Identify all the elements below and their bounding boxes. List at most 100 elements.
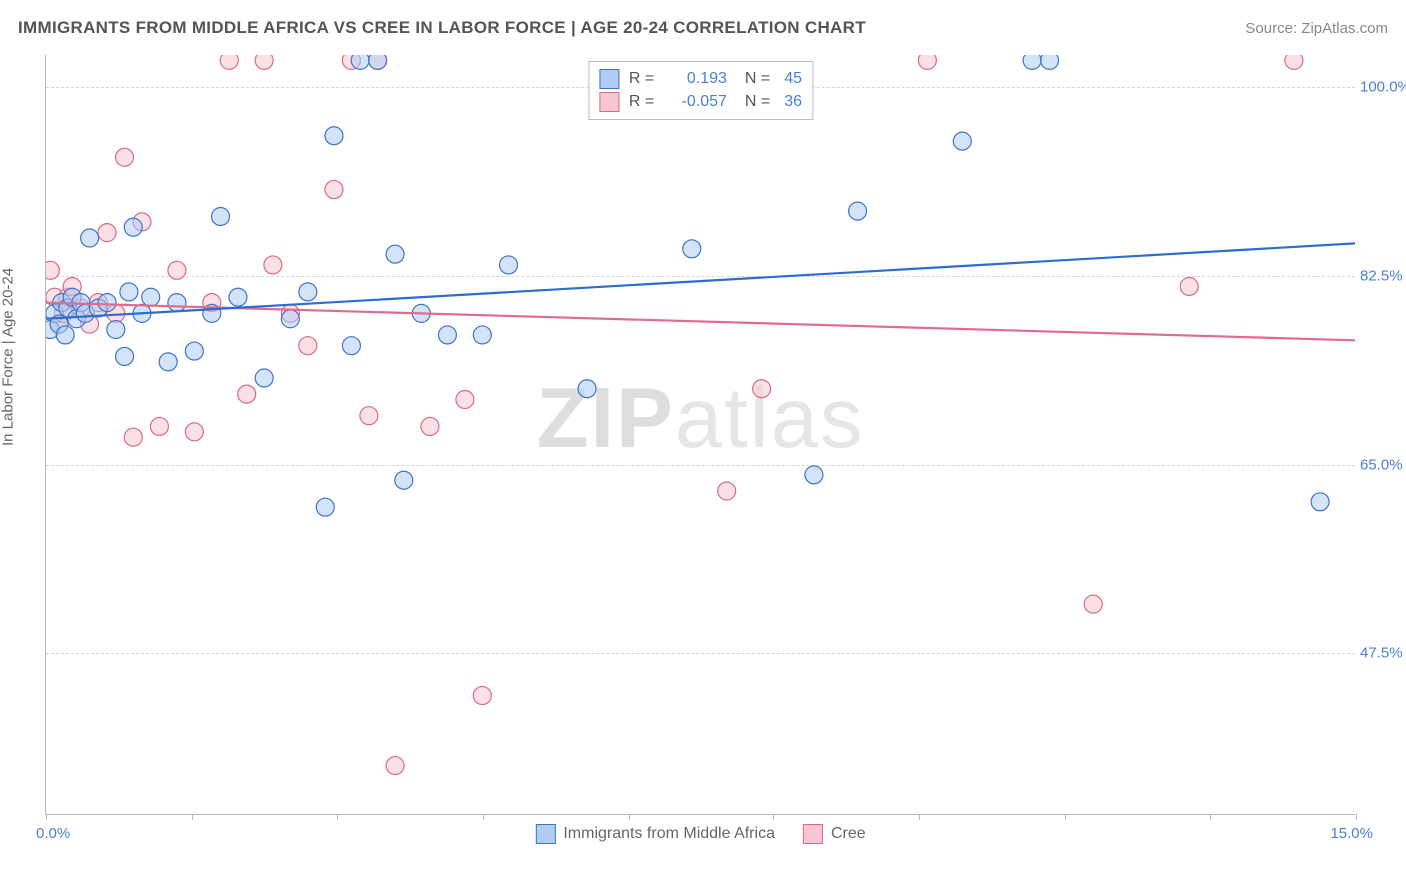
legend-row-blue: R = 0.193 N = 45 bbox=[599, 69, 802, 89]
x-tick-mark bbox=[337, 814, 338, 820]
data-point bbox=[229, 288, 247, 306]
chart-plot-area: ZIPatlas R = 0.193 N = 45 R = -0.057 N =… bbox=[45, 55, 1355, 815]
y-axis-label: In Labor Force | Age 20-24 bbox=[0, 268, 17, 446]
data-point bbox=[683, 240, 701, 258]
data-point bbox=[299, 337, 317, 355]
data-point bbox=[1023, 55, 1041, 69]
data-point bbox=[168, 294, 186, 312]
header: IMMIGRANTS FROM MIDDLE AFRICA VS CREE IN… bbox=[18, 18, 1388, 38]
source-link[interactable]: ZipAtlas.com bbox=[1301, 20, 1388, 37]
regression-line bbox=[46, 243, 1355, 318]
swatch-blue-icon bbox=[599, 69, 619, 89]
data-point bbox=[342, 337, 360, 355]
data-point bbox=[578, 380, 596, 398]
x-tick-mark bbox=[1065, 814, 1066, 820]
x-tick-mark bbox=[192, 814, 193, 820]
source-prefix: Source: bbox=[1245, 20, 1301, 37]
data-point bbox=[1285, 55, 1303, 69]
data-point bbox=[142, 288, 160, 306]
data-point bbox=[185, 342, 203, 360]
data-point bbox=[120, 283, 138, 301]
x-tick-mark bbox=[919, 814, 920, 820]
legend-item-pink: Cree bbox=[803, 824, 866, 844]
data-point bbox=[98, 224, 116, 242]
data-point bbox=[56, 326, 74, 344]
y-tick-label: 82.5% bbox=[1360, 267, 1406, 284]
data-point bbox=[1180, 277, 1198, 295]
correlation-legend: R = 0.193 N = 45 R = -0.057 N = 36 bbox=[588, 61, 813, 120]
x-tick-mark bbox=[483, 814, 484, 820]
data-point bbox=[46, 261, 59, 279]
data-point bbox=[81, 229, 99, 247]
source-attribution: Source: ZipAtlas.com bbox=[1245, 20, 1388, 37]
data-point bbox=[212, 208, 230, 226]
r-label: R = bbox=[629, 93, 657, 111]
swatch-blue-icon bbox=[535, 824, 555, 844]
x-tick-mark bbox=[1356, 814, 1357, 820]
data-point bbox=[220, 55, 238, 69]
scatter-svg bbox=[46, 55, 1355, 814]
x-tick-mark bbox=[1210, 814, 1211, 820]
n-value-pink: 36 bbox=[784, 93, 802, 111]
data-point bbox=[473, 687, 491, 705]
data-point bbox=[238, 385, 256, 403]
data-point bbox=[124, 428, 142, 446]
data-point bbox=[386, 245, 404, 263]
y-tick-label: 100.0% bbox=[1360, 79, 1406, 96]
chart-title: IMMIGRANTS FROM MIDDLE AFRICA VS CREE IN… bbox=[18, 18, 866, 38]
data-point bbox=[325, 127, 343, 145]
r-value-blue: 0.193 bbox=[667, 70, 727, 88]
data-point bbox=[369, 55, 387, 69]
data-point bbox=[456, 391, 474, 409]
y-tick-label: 47.5% bbox=[1360, 645, 1406, 662]
data-point bbox=[185, 423, 203, 441]
data-point bbox=[325, 181, 343, 199]
data-point bbox=[395, 471, 413, 489]
data-point bbox=[1084, 595, 1102, 613]
n-value-blue: 45 bbox=[784, 70, 802, 88]
data-point bbox=[255, 55, 273, 69]
data-point bbox=[168, 261, 186, 279]
legend-item-blue: Immigrants from Middle Africa bbox=[535, 824, 775, 844]
data-point bbox=[918, 55, 936, 69]
data-point bbox=[98, 294, 116, 312]
data-point bbox=[281, 310, 299, 328]
swatch-pink-icon bbox=[803, 824, 823, 844]
x-tick-mark bbox=[46, 814, 47, 820]
data-point bbox=[718, 482, 736, 500]
data-point bbox=[1311, 493, 1329, 511]
data-point bbox=[150, 417, 168, 435]
y-tick-label: 65.0% bbox=[1360, 456, 1406, 473]
data-point bbox=[159, 353, 177, 371]
data-point bbox=[351, 55, 369, 69]
data-point bbox=[107, 321, 125, 339]
data-point bbox=[421, 417, 439, 435]
x-tick-mark bbox=[773, 814, 774, 820]
data-point bbox=[264, 256, 282, 274]
r-label: R = bbox=[629, 70, 657, 88]
n-label: N = bbox=[745, 93, 770, 111]
data-point bbox=[438, 326, 456, 344]
data-point bbox=[849, 202, 867, 220]
data-point bbox=[753, 380, 771, 398]
data-point bbox=[116, 148, 134, 166]
data-point bbox=[473, 326, 491, 344]
data-point bbox=[299, 283, 317, 301]
data-point bbox=[953, 132, 971, 150]
data-point bbox=[360, 407, 378, 425]
swatch-pink-icon bbox=[599, 92, 619, 112]
legend-row-pink: R = -0.057 N = 36 bbox=[599, 92, 802, 112]
data-point bbox=[124, 218, 142, 236]
data-point bbox=[805, 466, 823, 484]
legend-label-blue: Immigrants from Middle Africa bbox=[563, 825, 775, 843]
data-point bbox=[500, 256, 518, 274]
x-axis-max: 15.0% bbox=[1330, 825, 1373, 842]
data-point bbox=[1041, 55, 1059, 69]
r-value-pink: -0.057 bbox=[667, 93, 727, 111]
data-point bbox=[386, 757, 404, 775]
series-legend: Immigrants from Middle Africa Cree bbox=[535, 824, 865, 844]
x-axis-min: 0.0% bbox=[36, 825, 70, 842]
n-label: N = bbox=[745, 70, 770, 88]
data-point bbox=[116, 347, 134, 365]
data-point bbox=[316, 498, 334, 516]
